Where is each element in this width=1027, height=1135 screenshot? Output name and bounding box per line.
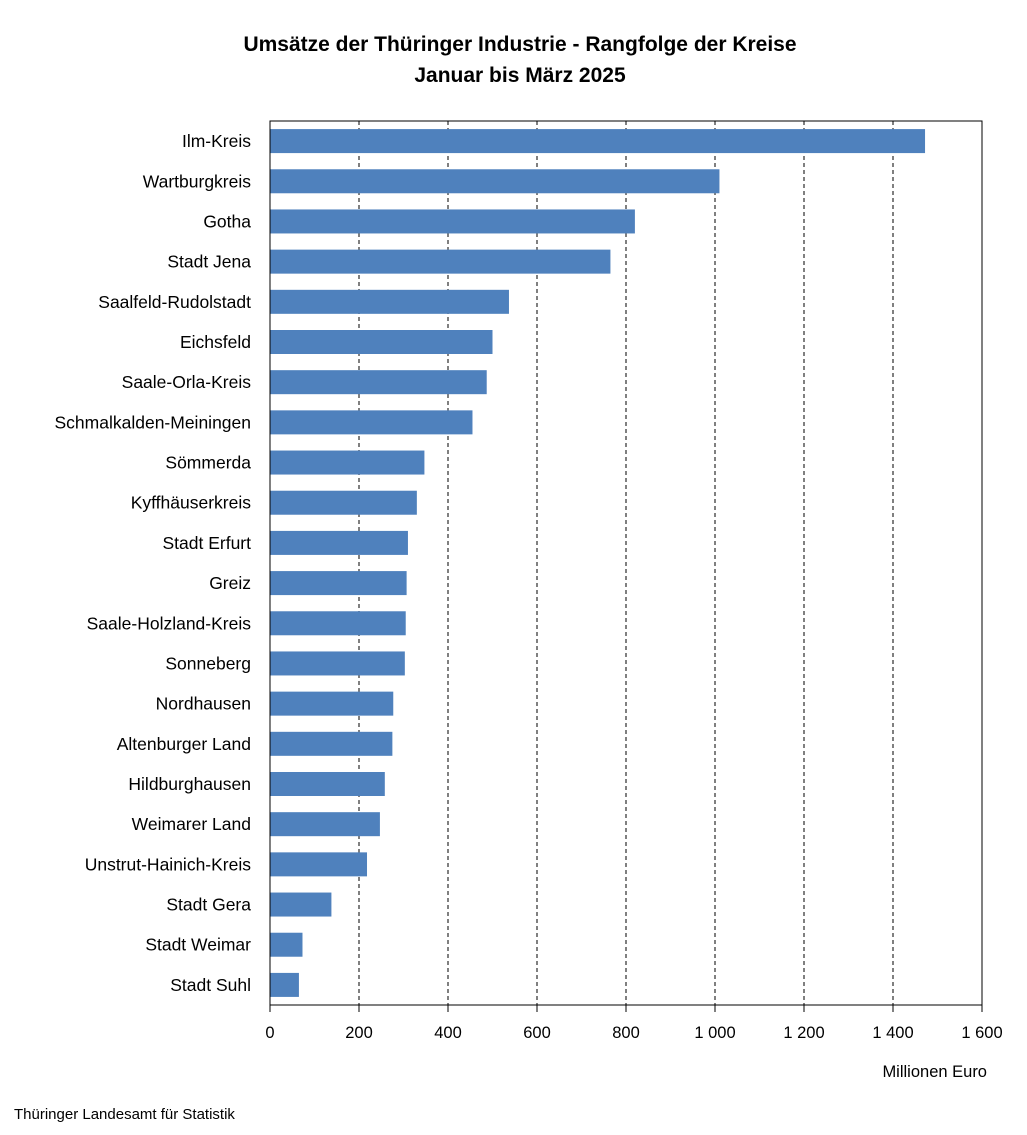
x-tick-label: 800	[612, 1024, 640, 1042]
category-label: Stadt Suhl	[170, 975, 251, 995]
bar	[270, 410, 473, 435]
category-label: Nordhausen	[156, 694, 251, 714]
bar	[270, 330, 493, 354]
category-label: Stadt Erfurt	[162, 533, 251, 553]
x-tick-label: 400	[434, 1024, 462, 1042]
category-label: Stadt Jena	[167, 252, 251, 272]
x-axis-label: Millionen Euro	[882, 1063, 987, 1081]
bar	[270, 490, 417, 515]
x-tick-label: 600	[523, 1024, 551, 1042]
bar	[270, 370, 487, 395]
bar	[270, 772, 385, 796]
bar	[270, 731, 393, 756]
bar	[270, 209, 635, 234]
category-label: Sömmerda	[165, 453, 251, 473]
bar	[270, 651, 405, 676]
bar	[270, 450, 425, 475]
category-label: Hildburghausen	[128, 774, 251, 794]
bar	[270, 972, 299, 997]
bar	[270, 129, 926, 154]
bar	[270, 932, 303, 957]
category-label: Ilm-Kreis	[182, 131, 251, 151]
source-note: Thüringer Landesamt für Statistik	[14, 1106, 235, 1123]
category-label: Greiz	[209, 573, 251, 593]
chart-subtitle: Januar bis März 2025	[414, 64, 626, 87]
category-label: Altenburger Land	[117, 734, 251, 754]
category-label: Saale-Holzland-Kreis	[87, 613, 252, 633]
category-label: Saalfeld-Rudolstadt	[98, 292, 251, 312]
chart-title: Umsätze der Thüringer Industrie - Rangfo…	[243, 33, 797, 56]
bar	[270, 571, 407, 596]
x-tick-label: 0	[265, 1024, 274, 1042]
bar	[270, 691, 394, 716]
category-label: Stadt Gera	[166, 895, 251, 915]
category-label: Sonneberg	[165, 653, 251, 673]
bar	[270, 812, 380, 837]
category-label: Wartburgkreis	[143, 171, 252, 191]
category-label: Unstrut-Hainich-Kreis	[85, 854, 252, 874]
bar	[270, 169, 720, 194]
bar	[270, 289, 509, 314]
bar	[270, 892, 332, 917]
bar	[270, 249, 611, 274]
category-label: Gotha	[203, 211, 251, 231]
bar	[270, 852, 368, 877]
category-label: Schmalkalden-Meiningen	[55, 412, 252, 432]
x-tick-label: 1 200	[783, 1024, 824, 1042]
category-label: Eichsfeld	[180, 332, 251, 352]
category-label: Saale-Orla-Kreis	[122, 372, 252, 392]
category-label: Kyffhäuserkreis	[131, 493, 252, 513]
x-tick-label: 1 400	[872, 1024, 913, 1042]
x-tick-label: 200	[345, 1024, 373, 1042]
bar	[270, 611, 406, 636]
category-label: Stadt Weimar	[145, 935, 251, 955]
category-label: Weimarer Land	[132, 814, 251, 834]
x-tick-label: 1 600	[961, 1024, 1002, 1042]
bar	[270, 530, 408, 555]
x-tick-label: 1 000	[694, 1024, 735, 1042]
